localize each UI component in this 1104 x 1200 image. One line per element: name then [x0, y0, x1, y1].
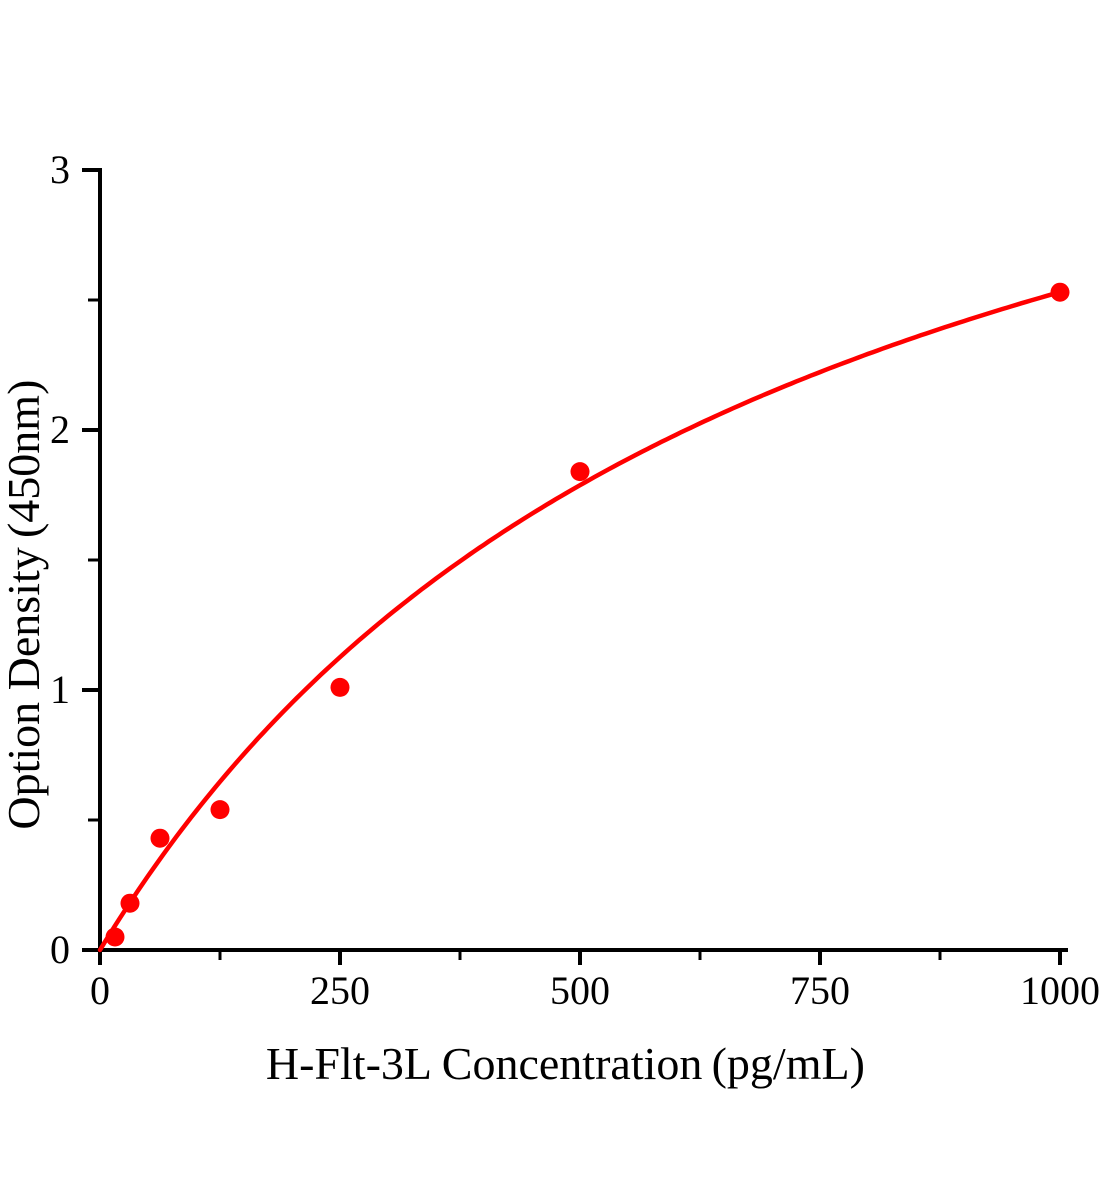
- y-tick-label: 0: [50, 927, 70, 972]
- axes: [98, 168, 1068, 952]
- x-tick-label: 250: [310, 968, 370, 1013]
- y-tick-label: 2: [50, 407, 70, 452]
- tick-labels: 0 1 2 3 0 250 500 750 1000: [50, 147, 1100, 1013]
- x-tick-label: 0: [90, 968, 110, 1013]
- axis-ticks: [82, 168, 1062, 965]
- data-point: [120, 893, 140, 913]
- y-axis-title: Option Density (450nm): [0, 370, 49, 830]
- x-tick-label: 1000: [1020, 968, 1100, 1013]
- data-point: [105, 927, 125, 947]
- x-tick-label: 500: [550, 968, 610, 1013]
- data-points: [105, 282, 1070, 947]
- data-point: [210, 800, 230, 820]
- data-point: [1050, 282, 1070, 302]
- data-point: [330, 677, 350, 697]
- fit-curve-line: [97, 289, 1063, 953]
- x-tick-label: 750: [790, 968, 850, 1013]
- y-tick-label: 1: [50, 667, 70, 712]
- x-axis-title: H-Flt-3L Concentration (pg/mL): [265, 1038, 875, 1089]
- data-point: [150, 828, 170, 848]
- y-tick-label: 3: [50, 147, 70, 192]
- data-point: [570, 462, 590, 482]
